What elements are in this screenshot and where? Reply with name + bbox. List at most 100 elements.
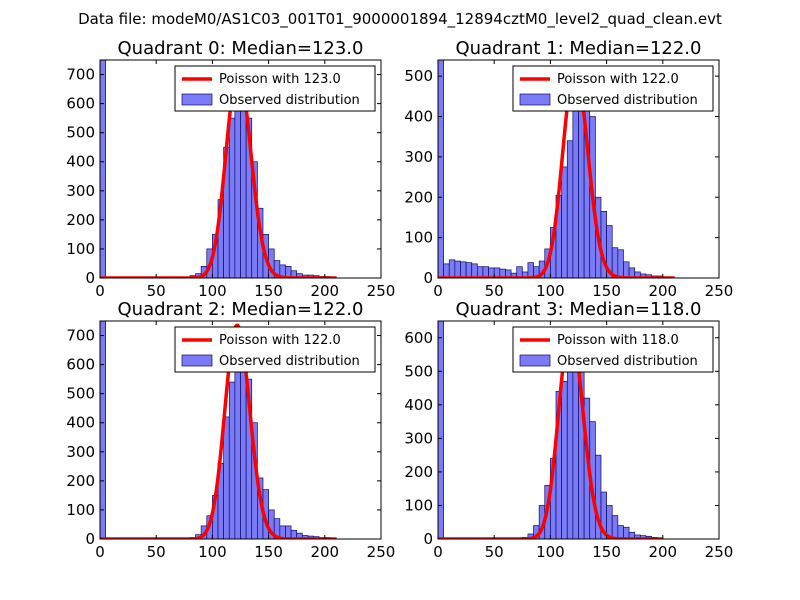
quadrant-1-bar-22 xyxy=(561,166,568,278)
quadrant-3-ytick-label-0: 0 xyxy=(423,530,433,548)
quadrant-1-bar-0 xyxy=(438,60,444,278)
quadrant-1-xtick-label-4: 200 xyxy=(648,282,677,300)
quadrant-0-xtick-label-1: 50 xyxy=(147,282,166,300)
quadrant-1-xtick-label-1: 50 xyxy=(485,282,504,300)
quadrant-3-bar-22 xyxy=(561,381,568,539)
quadrant-3-xtick-label-0: 0 xyxy=(433,543,443,561)
quadrant-3-ytick-label-3: 300 xyxy=(404,429,433,447)
quadrant-3-bar-0 xyxy=(438,321,444,539)
quadrant-1-ytick-label-0: 0 xyxy=(423,269,433,287)
quadrant-1-bar-3 xyxy=(454,260,461,278)
quadrant-1-ytick-label-1: 100 xyxy=(404,229,433,247)
quadrant-0-ytick-label-6: 600 xyxy=(66,95,95,113)
quadrant-2-xtick-label-3: 150 xyxy=(254,543,283,561)
quadrant-0-title: Quadrant 0: Median=123.0 xyxy=(118,38,364,59)
quadrant-2-title: Quadrant 2: Median=122.0 xyxy=(118,299,364,320)
quadrant-3-xtick-label-4: 200 xyxy=(648,543,677,561)
quadrant-0-ytick-label-0: 0 xyxy=(85,269,95,287)
quadrant-0-plot: 0 50 100 150 200 250 0 100 200 300 400 500 600 700 Qua… xyxy=(66,38,395,300)
quadrant-3-bar-24 xyxy=(572,350,579,539)
quadrant-0-xtick-label-0: 0 xyxy=(95,282,105,300)
quadrant-1-bar-4 xyxy=(460,261,467,278)
quadrant-2-ytick-label-7: 700 xyxy=(66,327,95,345)
quadrant-1-axes-frame xyxy=(437,59,720,279)
quadrant-1-ytick-label-4: 400 xyxy=(404,108,433,126)
quadrant-3-title: Quadrant 3: Median=118.0 xyxy=(456,299,702,320)
quadrant-3-legend-bar-label: Observed distribution xyxy=(557,354,698,369)
quadrant-3-xtick-label-3: 150 xyxy=(592,543,621,561)
quadrant-0-legend-bar-label: Observed distribution xyxy=(219,93,360,108)
quadrant-3-xtick-label-2: 100 xyxy=(536,543,565,561)
quadrant-2-ytick-label-1: 100 xyxy=(66,501,95,519)
quadrant-0-bar-0 xyxy=(100,60,106,278)
quadrant-3-plot-area xyxy=(438,321,664,539)
quadrant-0-xtick-label-2: 100 xyxy=(198,282,227,300)
quadrant-3-ytick-label-4: 400 xyxy=(404,396,433,414)
quadrant-0-ytick-label-7: 700 xyxy=(66,66,95,84)
quadrant-1-bar-16 xyxy=(527,262,534,278)
quadrant-2-bar-0 xyxy=(100,321,106,539)
quadrant-1-bar-23 xyxy=(566,140,574,278)
quadrant-1-plot: 0 50 100 150 200 250 0 100 200 300 400 500 Quadrant … xyxy=(404,38,733,300)
quadrant-1-title: Quadrant 1: Median=122.0 xyxy=(456,38,702,59)
quadrant-2-legend-line-label: Poisson with 122.0 xyxy=(219,333,341,348)
quadrant-2-xtick-label-4: 200 xyxy=(310,543,339,561)
quadrant-2-ytick-label-3: 300 xyxy=(66,443,95,461)
quadrant-3-bar-31 xyxy=(611,515,619,539)
quadrant-1-xtick-label-3: 150 xyxy=(592,282,621,300)
quadrant-0-bar-25 xyxy=(240,94,247,278)
quadrant-0-xtick-label-5: 250 xyxy=(367,282,396,300)
quadrant-1-bar-33 xyxy=(623,261,630,278)
quadrant-0-ytick-label-3: 300 xyxy=(66,182,95,200)
quadrant-2-plot: 0 50 100 150 200 250 0 100 200 300 400 500 600 700 Qua… xyxy=(66,299,395,561)
quadrant-0-ytick-label-5: 500 xyxy=(66,124,95,142)
quadrant-0-legend-line-label: Poisson with 123.0 xyxy=(219,72,341,87)
quadrant-3-bar-32 xyxy=(617,525,624,539)
quadrant-2-legend-bar-swatch xyxy=(181,354,213,367)
quadrant-0-legend: Poisson with 123.0 Observed distribution xyxy=(174,65,376,112)
quadrant-1-ytick-label-2: 200 xyxy=(404,188,433,206)
quadrant-0-ytick-label-2: 200 xyxy=(66,211,95,229)
quadrant-3-legend-bar-swatch xyxy=(519,354,551,367)
quadrant-2-legend: Poisson with 122.0 Observed distribution xyxy=(174,326,376,373)
quadrant-1-legend-bar-swatch xyxy=(519,93,551,106)
quadrant-1-xtick-label-2: 100 xyxy=(536,282,565,300)
quadrant-1-bar-2 xyxy=(448,259,456,278)
quadrant-3-xtick-label-1: 50 xyxy=(485,543,504,561)
quadrant-2-xtick-label-0: 0 xyxy=(95,543,105,561)
quadrant-0-ytick-label-4: 400 xyxy=(66,153,95,171)
quadrant-2-ytick-label-5: 500 xyxy=(66,385,95,403)
quadrant-0-xtick-label-4: 200 xyxy=(310,282,339,300)
quadrant-0-xtick-label-3: 150 xyxy=(254,282,283,300)
quadrant-1-bar-6 xyxy=(471,263,478,278)
quadrant-1-bar-32 xyxy=(617,249,624,278)
quadrant-2-xtick-label-5: 250 xyxy=(367,543,396,561)
quadrant-1-legend: Poisson with 122.0 Observed distribution xyxy=(512,65,714,112)
quadrant-1-xtick-label-5: 250 xyxy=(705,282,734,300)
quadrant-3-ytick-label-2: 200 xyxy=(404,463,433,481)
quadrant-1-xtick-label-0: 0 xyxy=(433,282,443,300)
quadrant-3-ytick-label-5: 500 xyxy=(404,362,433,380)
quadrant-2-ytick-label-6: 600 xyxy=(66,356,95,374)
quadrant-3-ytick-label-6: 600 xyxy=(404,329,433,347)
quadrant-3-bar-23 xyxy=(566,354,574,539)
quadrant-3-xtick-label-5: 250 xyxy=(705,543,734,561)
quadrant-3-plot: 0 50 100 150 200 250 0 100 200 300 400 500 600 Quadra… xyxy=(404,299,733,561)
quadrant-1-plot-area xyxy=(438,60,676,278)
quadrant-1-bar-24 xyxy=(572,87,579,278)
quadrant-1-legend-bar-label: Observed distribution xyxy=(557,93,698,108)
quadrant-1-legend-line-label: Poisson with 122.0 xyxy=(557,72,679,87)
quadrant-1-ytick-label-5: 500 xyxy=(404,67,433,85)
quadrant-2-bar-23 xyxy=(228,381,236,539)
quadrant-2-ytick-label-0: 0 xyxy=(85,530,95,548)
figure-suptitle: Data file: modeM0/AS1C03_001T01_90000018… xyxy=(78,10,722,29)
quadrant-0-ytick-label-1: 100 xyxy=(66,240,95,258)
quadrant-2-axes-frame xyxy=(99,320,382,540)
quadrant-2-bar-33 xyxy=(285,525,292,539)
quadrant-0-bar-23 xyxy=(228,117,236,278)
quadrant-3-axes-frame xyxy=(437,320,720,540)
quadrant-2-legend-bar-label: Observed distribution xyxy=(219,354,360,369)
quadrant-2-ytick-label-2: 200 xyxy=(66,472,95,490)
quadrant-0-axes-frame xyxy=(99,59,382,279)
